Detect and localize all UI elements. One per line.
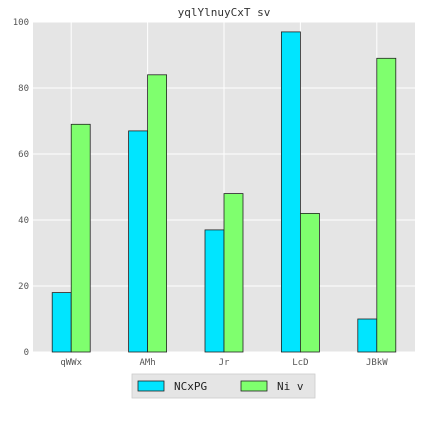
bars bbox=[51, 31, 397, 353]
y-tick-label: 60 bbox=[18, 150, 29, 160]
x-tick-label: Jr bbox=[219, 358, 230, 368]
y-tick-label: 20 bbox=[18, 282, 29, 292]
bar bbox=[299, 212, 320, 353]
legend-label: NCxPG bbox=[174, 380, 207, 393]
bar bbox=[51, 292, 72, 353]
bar bbox=[280, 31, 301, 353]
legend-label: Ni v bbox=[277, 380, 304, 393]
bar bbox=[147, 74, 168, 353]
legend: NCxPG Ni v bbox=[131, 373, 316, 399]
bar bbox=[223, 193, 244, 353]
bar bbox=[357, 318, 378, 353]
y-axis-ticks: 0 20 40 60 80 100 bbox=[13, 18, 29, 358]
chart-title: yqlYlnuyCxT sv bbox=[178, 6, 271, 19]
y-tick-label: 0 bbox=[24, 348, 29, 358]
bar bbox=[70, 123, 91, 353]
x-tick-label: AMh bbox=[139, 358, 155, 368]
legend-swatch bbox=[240, 380, 268, 392]
y-tick-label: 80 bbox=[18, 84, 29, 94]
y-tick-label: 40 bbox=[18, 216, 29, 226]
bar bbox=[376, 57, 397, 353]
y-tick-label: 100 bbox=[13, 18, 29, 28]
bar bbox=[204, 229, 225, 353]
bar bbox=[128, 130, 149, 353]
x-tick-label: JBkW bbox=[366, 358, 388, 368]
x-tick-label: qWWx bbox=[60, 358, 82, 368]
x-axis-ticks: qWWx AMh Jr LcD JBkW bbox=[60, 358, 388, 368]
legend-swatch bbox=[137, 380, 165, 392]
x-tick-label: LcD bbox=[292, 358, 308, 368]
